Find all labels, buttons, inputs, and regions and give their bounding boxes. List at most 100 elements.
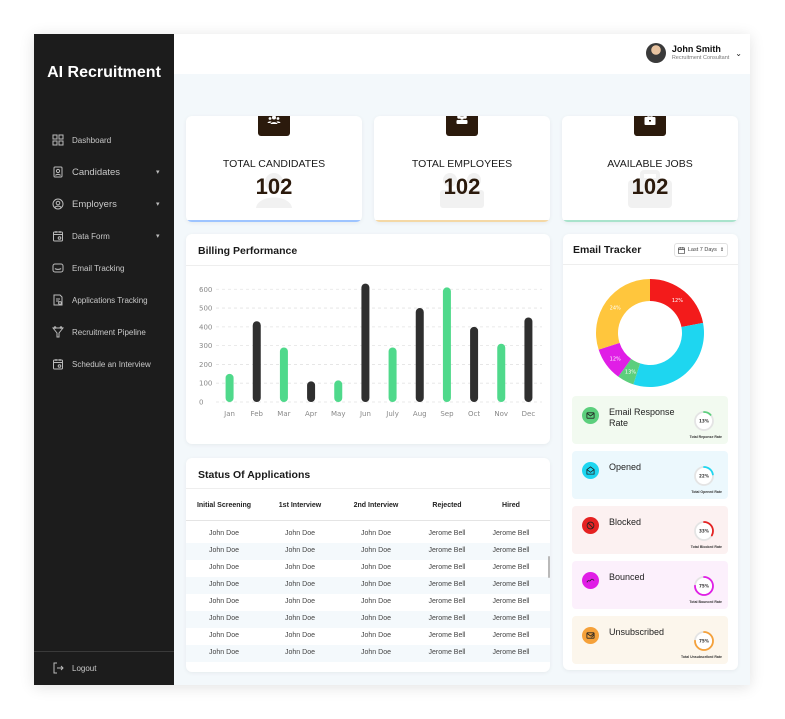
table-row[interactable]: John Doe John Doe John Doe Jerome Bell Jerom… — [186, 594, 550, 611]
gauge-value: 13% — [699, 419, 710, 424]
bar-dec[interactable] — [524, 317, 533, 402]
top-header: John Smith Recruitment Consultant ⌄ — [174, 34, 750, 74]
user-menu[interactable]: John Smith Recruitment Consultant ⌄ — [645, 43, 742, 63]
metric-subtitle: Total Opened Rate — [691, 490, 722, 494]
stat-value: 102 — [443, 174, 481, 199]
sidebar-item-data-form[interactable]: Data Form ▾ — [52, 227, 164, 245]
sidebar-item-email-tracking[interactable]: Email Tracking — [52, 259, 164, 277]
table-cell: Jerome Bell — [492, 598, 530, 605]
table-cell: Jerome Bell — [492, 615, 530, 622]
table-row[interactable]: John Doe John Doe John Doe Jerome Bell Jerom… — [186, 611, 550, 628]
table-cell: Jerome Bell — [428, 615, 466, 622]
metric-card-opened[interactable]: Opened 22% Total Opened Rate — [572, 451, 728, 499]
panel-divider — [563, 264, 738, 265]
bar-mar[interactable] — [279, 347, 288, 402]
column-header[interactable]: Initial Screening — [196, 502, 252, 509]
table-row[interactable]: John Doe John Doe John Doe Jerome Bell Jerom… — [186, 560, 550, 577]
chevron-down-icon[interactable]: ⌄ — [735, 48, 742, 58]
metric-card-email-response-rate[interactable]: Email Response Rate 13% Total Reponse Rate — [572, 396, 728, 444]
sidebar-item-schedule-interview[interactable]: Schedule an Interview — [52, 355, 164, 373]
panel-divider — [186, 488, 550, 489]
bar-jan[interactable] — [225, 373, 234, 402]
donut-slice[interactable] — [650, 279, 704, 328]
table-row[interactable]: John Doe John Doe John Doe Jerome Bell Jerom… — [186, 543, 550, 560]
panel-title: Email Tracker — [573, 244, 642, 256]
metric-subtitle: Total Reponse Rate — [689, 435, 722, 439]
gauge-value: 75% — [699, 584, 710, 589]
logout-button[interactable]: Logout — [52, 659, 164, 677]
metric-card-unsubscribed[interactable]: Unsubscribed 75% Total Unsubscribed Rate — [572, 616, 728, 664]
y-tick-label: 200 — [199, 361, 212, 369]
bar-oct[interactable] — [470, 326, 479, 402]
metric-gauge: 22% — [694, 466, 714, 486]
sidebar-item-dashboard[interactable]: Dashboard — [52, 131, 164, 149]
metric-subtitle: Total Blocked Rate — [690, 545, 722, 549]
metric-label: Bounced — [609, 572, 645, 582]
bar-july[interactable] — [388, 347, 397, 402]
bar-may[interactable] — [334, 380, 343, 402]
column-header[interactable]: Rejected — [432, 502, 462, 509]
table-row[interactable]: John Doe John Doe John Doe Jerome Bell Jerom… — [186, 526, 550, 543]
stat-card-total-employees: TOTAL EMPLOYEES 102 — [374, 116, 550, 222]
bar-nov[interactable] — [497, 343, 506, 402]
calendar-icon — [677, 246, 685, 254]
table-cell: Jerome Bell — [492, 632, 530, 639]
table-row[interactable]: John Doe John Doe John Doe Jerome Bell Jerom… — [186, 577, 550, 594]
table-row[interactable]: John Doe John Doe John Doe Jerome Bell Jerom… — [186, 645, 550, 662]
panel-title: Billing Performance — [198, 245, 298, 257]
sidebar-item-applications-tracking[interactable]: Applications Tracking — [52, 291, 164, 309]
column-header[interactable]: Hired — [502, 502, 520, 509]
avatar[interactable] — [645, 43, 666, 63]
column-header[interactable]: 1st Interview — [278, 502, 322, 509]
y-tick-label: 0 — [199, 399, 203, 407]
sidebar-item-recruitment-pipeline[interactable]: Recruitment Pipeline — [52, 323, 164, 341]
sidebar-item-label: Applications Tracking — [72, 295, 148, 305]
table-cell: Jerome Bell — [492, 581, 530, 588]
user-info: John Smith Recruitment Consultant — [672, 44, 729, 62]
metric-subtitle: Total Bounced Rate — [689, 600, 722, 604]
sidebar-item-candidates[interactable]: Candidates ▾ — [52, 163, 164, 181]
email-tracker-panel: Email Tracker Last 7 Days ⇕ 12% 13% 12% 24%… — [563, 234, 738, 670]
bar-sep[interactable] — [442, 287, 451, 402]
logout-icon — [52, 662, 64, 674]
x-tick-label: July — [385, 410, 399, 418]
slice-label: 12% — [672, 298, 683, 304]
sidebar-item-employers[interactable]: Employers ▾ — [52, 195, 164, 213]
metric-subtitle: Total Unsubscribed Rate — [681, 655, 722, 659]
applications-status-panel: Status Of Applications Initial Screening… — [186, 458, 550, 672]
gauge-fill — [694, 466, 714, 486]
metric-gauge: 33% — [694, 521, 714, 541]
date-range-select[interactable]: Last 7 Days ⇕ — [674, 243, 728, 257]
table-cell: John Doe — [285, 649, 315, 656]
email-tracker-donut-chart: 12% 13% 12% 24% — [596, 279, 704, 387]
table-cell: Jerome Bell — [428, 547, 466, 554]
donut-slice[interactable] — [598, 342, 632, 377]
donut-slice[interactable] — [633, 322, 704, 387]
bar-jun[interactable] — [361, 283, 370, 402]
column-header[interactable]: 2nd Interview — [353, 502, 399, 509]
candidates-icon — [52, 166, 64, 178]
table-cell: John Doe — [209, 632, 239, 639]
chevron-down-icon: ▾ — [156, 233, 160, 240]
gauge-value: 22% — [699, 474, 710, 479]
bar-apr[interactable] — [307, 381, 316, 402]
table-cell: John Doe — [361, 649, 391, 656]
bar-aug[interactable] — [415, 308, 424, 402]
metric-card-bounced[interactable]: Bounced 75% Total Bounced Rate — [572, 561, 728, 609]
metric-card-blocked[interactable]: Blocked 33% Total Blocked Rate — [572, 506, 728, 554]
table-cell: Jerome Bell — [428, 649, 466, 656]
table-cell: John Doe — [285, 615, 315, 622]
y-tick-label: 100 — [199, 380, 212, 388]
bar-feb[interactable] — [252, 321, 261, 402]
email-tracking-icon — [52, 262, 64, 274]
x-tick-label: Mar — [277, 410, 290, 418]
table-scrollbar[interactable] — [548, 556, 550, 578]
table-row[interactable]: John Doe John Doe John Doe Jerome Bell Jerom… — [186, 628, 550, 645]
metric-label: Opened — [609, 462, 642, 472]
gauge-fill — [694, 576, 714, 596]
donut-slice[interactable] — [618, 358, 641, 385]
table-cell: Jerome Bell — [492, 564, 530, 571]
data-form-icon — [52, 230, 64, 242]
donut-slice[interactable] — [596, 279, 650, 350]
metric-label: Email Response Rate — [609, 407, 675, 428]
